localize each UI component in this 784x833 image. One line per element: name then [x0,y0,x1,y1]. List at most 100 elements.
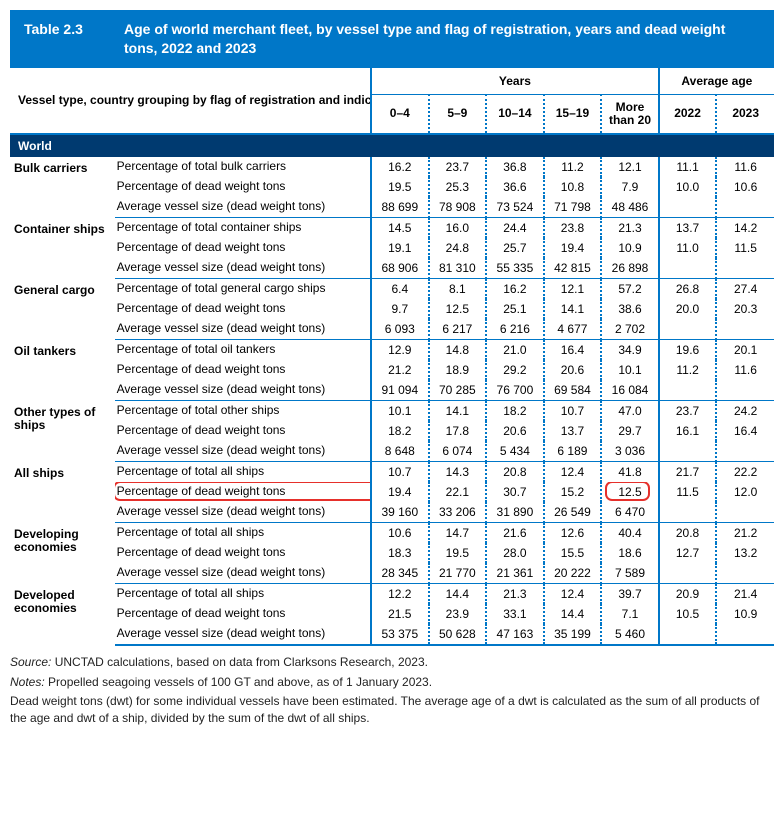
value-cell: 11.6 [716,360,774,380]
value-cell: 8 648 [371,441,429,462]
footnotes: Source: UNCTAD calculations, based on da… [10,654,774,728]
table-row: Percentage of dead weight tons19.124.825… [10,238,774,258]
value-cell: 12.1 [544,279,602,300]
value-cell: 10.9 [716,604,774,624]
value-cell: 23.7 [429,157,487,177]
value-cell: 6 189 [544,441,602,462]
table-row: Developed economiesPercentage of total a… [10,584,774,605]
value-cell: 11.0 [659,238,717,258]
category-label: Bulk carriers [10,157,115,218]
value-cell: 40.4 [601,523,659,544]
source-text: UNCTAD calculations, based on data from … [55,655,428,669]
value-cell: 12.2 [371,584,429,605]
value-cell: 23.7 [659,401,717,422]
indicator-label: Percentage of dead weight tons [115,543,371,563]
table-row: Average vessel size (dead weight tons)53… [10,624,774,645]
value-cell: 28.0 [486,543,544,563]
value-cell: 35 199 [544,624,602,645]
indicator-label: Average vessel size (dead weight tons) [115,502,371,523]
value-cell: 18.2 [486,401,544,422]
notes-label: Notes: [10,675,45,689]
table-category: Bulk carriersPercentage of total bulk ca… [10,157,774,218]
value-cell: 20.8 [659,523,717,544]
indicator-label: Average vessel size (dead weight tons) [115,258,371,279]
value-cell: 47.0 [601,401,659,422]
value-cell: 69 584 [544,380,602,401]
value-cell: 19.6 [659,340,717,361]
value-cell: 21.7 [659,462,717,483]
value-cell: 41.8 [601,462,659,483]
indicator-label: Percentage of total general cargo ships [115,279,371,300]
value-cell [716,624,774,645]
value-cell: 39.7 [601,584,659,605]
value-cell: 68 906 [371,258,429,279]
value-cell: 48 486 [601,197,659,218]
table-row: Average vessel size (dead weight tons)91… [10,380,774,401]
header-group-avg: Average age [659,68,774,95]
value-cell: 6 217 [429,319,487,340]
value-cell [716,319,774,340]
category-label: Container ships [10,218,115,279]
indicator-label: Percentage of total container ships [115,218,371,239]
table-category: Developed economiesPercentage of total a… [10,584,774,646]
value-cell: 10.6 [371,523,429,544]
table-category: Oil tankersPercentage of total oil tanke… [10,340,774,401]
value-cell: 20.6 [486,421,544,441]
value-cell: 20.1 [716,340,774,361]
value-cell: 14.4 [429,584,487,605]
value-cell: 14.1 [544,299,602,319]
table-row: All shipsPercentage of total all ships10… [10,462,774,483]
value-cell: 88 699 [371,197,429,218]
table-row: Average vessel size (dead weight tons)28… [10,563,774,584]
value-cell [659,380,717,401]
value-cell: 30.7 [486,482,544,502]
value-cell [659,624,717,645]
indicator-label: Percentage of dead weight tons [115,177,371,197]
value-cell: 19.5 [429,543,487,563]
value-cell [659,563,717,584]
value-cell [659,258,717,279]
value-cell: 6 216 [486,319,544,340]
value-cell [659,441,717,462]
value-cell: 18.3 [371,543,429,563]
value-cell: 81 310 [429,258,487,279]
value-cell: 20 222 [544,563,602,584]
value-cell: 39 160 [371,502,429,523]
value-cell: 11.5 [716,238,774,258]
value-cell: 14.3 [429,462,487,483]
value-cell: 21 361 [486,563,544,584]
indicator-label: Average vessel size (dead weight tons) [115,197,371,218]
value-cell: 13.2 [716,543,774,563]
value-cell: 14.8 [429,340,487,361]
value-cell: 14.2 [716,218,774,239]
value-cell: 91 094 [371,380,429,401]
value-cell: 20.6 [544,360,602,380]
table-row: Other types of shipsPercentage of total … [10,401,774,422]
value-cell: 19.4 [371,482,429,502]
indicator-label: Percentage of total all ships [115,523,371,544]
value-cell: 33 206 [429,502,487,523]
value-cell: 26 898 [601,258,659,279]
value-cell [659,319,717,340]
category-label: Developed economies [10,584,115,646]
value-cell: 21.0 [486,340,544,361]
value-cell [659,502,717,523]
category-label: General cargo [10,279,115,340]
value-cell: 20.3 [716,299,774,319]
table-row: Average vessel size (dead weight tons)88… [10,197,774,218]
value-cell: 24.4 [486,218,544,239]
indicator-label: Average vessel size (dead weight tons) [115,563,371,584]
value-cell [716,258,774,279]
value-cell: 25.1 [486,299,544,319]
value-cell: 10.1 [371,401,429,422]
value-cell: 71 798 [544,197,602,218]
indicator-label: Percentage of total all ships [115,462,371,483]
header-col-avg-1: 2023 [716,94,774,134]
value-cell: 29.7 [601,421,659,441]
category-label: Other types of ships [10,401,115,462]
value-cell: 26.8 [659,279,717,300]
indicator-label: Average vessel size (dead weight tons) [115,624,371,645]
value-cell: 21.3 [486,584,544,605]
value-cell: 5 434 [486,441,544,462]
section-label: World [10,134,774,157]
